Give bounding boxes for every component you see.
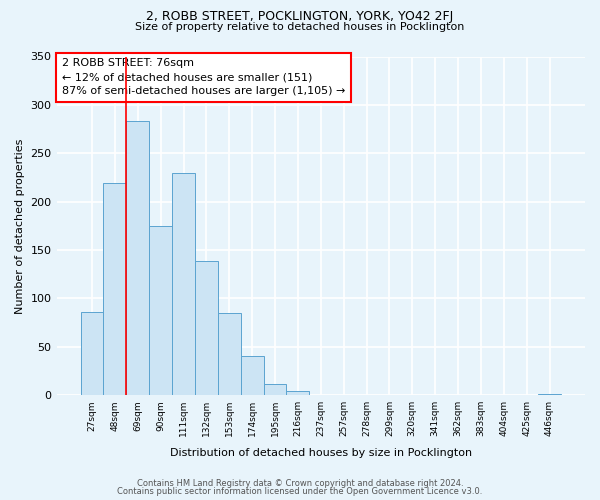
Bar bbox=[103, 184, 127, 395]
Bar bbox=[286, 392, 310, 395]
Bar bbox=[195, 260, 218, 395]
Bar bbox=[80, 312, 103, 395]
Text: 2, ROBB STREET, POCKLINGTON, YORK, YO42 2FJ: 2, ROBB STREET, POCKLINGTON, YORK, YO42 … bbox=[146, 10, 454, 23]
Text: Size of property relative to detached houses in Pocklington: Size of property relative to detached ho… bbox=[136, 22, 464, 32]
Bar bbox=[149, 226, 172, 395]
Bar bbox=[172, 172, 195, 395]
Bar bbox=[263, 384, 286, 395]
Text: Contains HM Land Registry data © Crown copyright and database right 2024.: Contains HM Land Registry data © Crown c… bbox=[137, 478, 463, 488]
Bar bbox=[218, 313, 241, 395]
Text: 2 ROBB STREET: 76sqm
← 12% of detached houses are smaller (151)
87% of semi-deta: 2 ROBB STREET: 76sqm ← 12% of detached h… bbox=[62, 58, 345, 96]
Bar bbox=[127, 122, 149, 395]
Text: Contains public sector information licensed under the Open Government Licence v3: Contains public sector information licen… bbox=[118, 487, 482, 496]
Bar bbox=[538, 394, 561, 395]
Y-axis label: Number of detached properties: Number of detached properties bbox=[15, 138, 25, 314]
X-axis label: Distribution of detached houses by size in Pocklington: Distribution of detached houses by size … bbox=[170, 448, 472, 458]
Bar bbox=[241, 356, 263, 395]
